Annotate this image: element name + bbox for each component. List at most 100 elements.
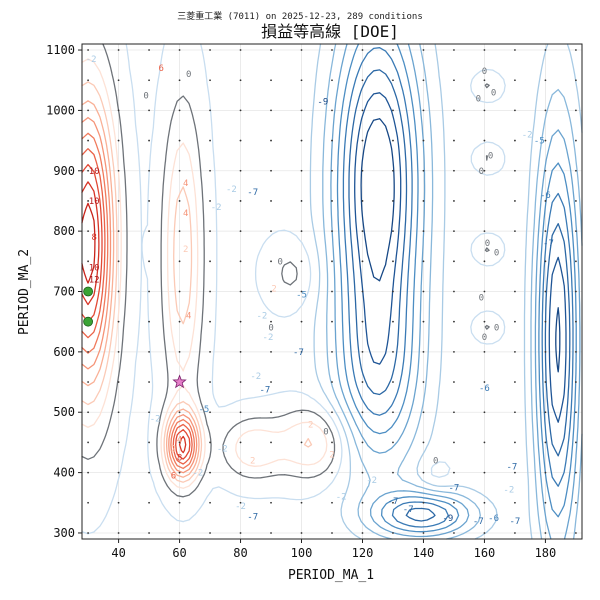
sample-point bbox=[148, 350, 150, 353]
contour-label: 2 bbox=[308, 420, 313, 430]
sample-point bbox=[422, 532, 425, 534]
sample-point bbox=[300, 320, 303, 323]
contour-label: 6 bbox=[159, 64, 164, 74]
contour-label: 10 bbox=[89, 167, 100, 177]
sample-point bbox=[300, 471, 303, 474]
sample-point bbox=[270, 320, 272, 323]
sample-point bbox=[209, 381, 211, 383]
sample-point bbox=[178, 441, 181, 444]
contour-label: -5 bbox=[534, 137, 545, 147]
sample-point bbox=[392, 350, 394, 353]
sample-point bbox=[239, 411, 242, 414]
sample-point bbox=[575, 109, 577, 112]
sample-point bbox=[514, 139, 516, 142]
contour-label: -2 bbox=[522, 131, 533, 141]
sample-point bbox=[361, 441, 364, 444]
sample-point bbox=[239, 260, 242, 263]
sample-point bbox=[544, 109, 547, 112]
sample-point bbox=[575, 169, 577, 172]
sample-point bbox=[117, 79, 120, 82]
sample-point bbox=[361, 381, 364, 383]
sample-point bbox=[361, 320, 364, 323]
sample-point bbox=[392, 381, 394, 383]
contour-label: -6 bbox=[479, 384, 490, 394]
contour-label: 2 bbox=[271, 284, 276, 294]
contour-label: -5 bbox=[199, 405, 210, 415]
contour-label: 0 bbox=[488, 152, 493, 162]
sample-point bbox=[331, 139, 333, 142]
sample-point bbox=[331, 350, 333, 353]
contour-line bbox=[81, 116, 198, 474]
sample-point bbox=[483, 79, 486, 82]
sample-point bbox=[422, 471, 425, 474]
sample-point bbox=[239, 441, 242, 444]
contour-labels: -210108101260044242486-2-2-2-5-2-2-7-22-… bbox=[86, 55, 554, 527]
sample-point bbox=[544, 290, 547, 293]
sample-point bbox=[453, 320, 455, 323]
sample-point bbox=[270, 501, 272, 504]
sample-point bbox=[117, 169, 120, 172]
contour-label: 0 bbox=[479, 167, 484, 177]
sample-point bbox=[422, 501, 425, 504]
sample-point bbox=[453, 441, 455, 444]
x-tick-label: 140 bbox=[413, 546, 435, 560]
sample-point bbox=[178, 109, 181, 112]
sample-point bbox=[422, 169, 425, 172]
sample-point bbox=[544, 79, 547, 82]
contour-label: -2 bbox=[217, 444, 228, 454]
contour-line bbox=[342, 47, 574, 528]
sample-point bbox=[87, 501, 89, 504]
sample-point bbox=[87, 350, 89, 353]
sample-point bbox=[422, 79, 425, 82]
y-tick-label: 400 bbox=[53, 466, 75, 480]
sample-point bbox=[392, 230, 394, 233]
sample-point bbox=[483, 200, 486, 202]
sample-point bbox=[117, 350, 120, 353]
contour-label: 2 bbox=[171, 444, 176, 454]
contour-label: 0 bbox=[433, 457, 438, 467]
sample-point bbox=[392, 501, 394, 504]
contour-label: -2 bbox=[235, 502, 246, 512]
sample-point bbox=[483, 230, 486, 233]
sample-point bbox=[483, 169, 486, 172]
contour-label: -7 bbox=[510, 517, 521, 527]
contour-label: 0 bbox=[479, 294, 484, 304]
sample-point bbox=[392, 290, 394, 293]
contour-line bbox=[81, 148, 193, 465]
x-axis-label: PERIOD_MA_1 bbox=[288, 568, 374, 583]
contour-label: 0 bbox=[143, 91, 148, 101]
sample-point bbox=[117, 230, 120, 233]
sample-point bbox=[483, 471, 486, 474]
sample-point bbox=[514, 49, 516, 51]
sample-point bbox=[209, 441, 211, 444]
sample-point bbox=[331, 109, 333, 112]
contour-label: 4 bbox=[183, 179, 188, 189]
sample-point bbox=[575, 501, 577, 504]
sample-point bbox=[270, 381, 272, 383]
sample-point bbox=[331, 49, 333, 51]
sample-point bbox=[117, 200, 120, 202]
sample-point bbox=[178, 320, 181, 323]
sample-point bbox=[270, 350, 272, 353]
sample-point bbox=[544, 260, 547, 263]
x-tick-label: 160 bbox=[474, 546, 496, 560]
sample-point bbox=[422, 200, 425, 202]
sample-point bbox=[300, 49, 303, 51]
sample-point bbox=[331, 320, 333, 323]
sample-point bbox=[209, 320, 211, 323]
x-tick-label: 80 bbox=[233, 546, 247, 560]
contour-label: -2 bbox=[86, 55, 97, 65]
sample-point bbox=[117, 501, 120, 504]
y-tick-label: 900 bbox=[53, 164, 75, 178]
sample-point bbox=[209, 109, 211, 112]
axis-ticks: 40 60 80 100 120 140 160 1803004005006007008009… bbox=[46, 43, 556, 560]
sample-point bbox=[148, 290, 150, 293]
sample-points bbox=[87, 49, 577, 534]
contour-line bbox=[81, 181, 187, 454]
sample-point bbox=[544, 532, 547, 534]
y-axis-label: PERIOD_MA_2 bbox=[17, 249, 32, 335]
sample-point bbox=[544, 411, 547, 414]
sample-point bbox=[453, 79, 455, 82]
sample-point bbox=[148, 441, 150, 444]
sample-point bbox=[209, 49, 211, 51]
